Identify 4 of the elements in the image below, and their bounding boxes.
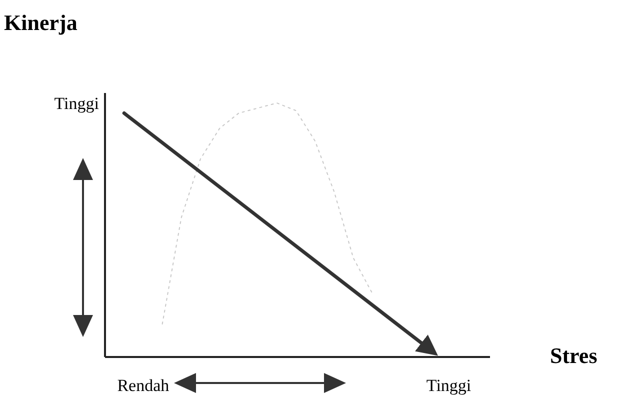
text: Tinggi [54,94,100,113]
x-axis-title: Stres [550,343,598,368]
y-axis-title: Kinerja [4,10,78,35]
x-tick-label: Rendah [117,376,170,395]
